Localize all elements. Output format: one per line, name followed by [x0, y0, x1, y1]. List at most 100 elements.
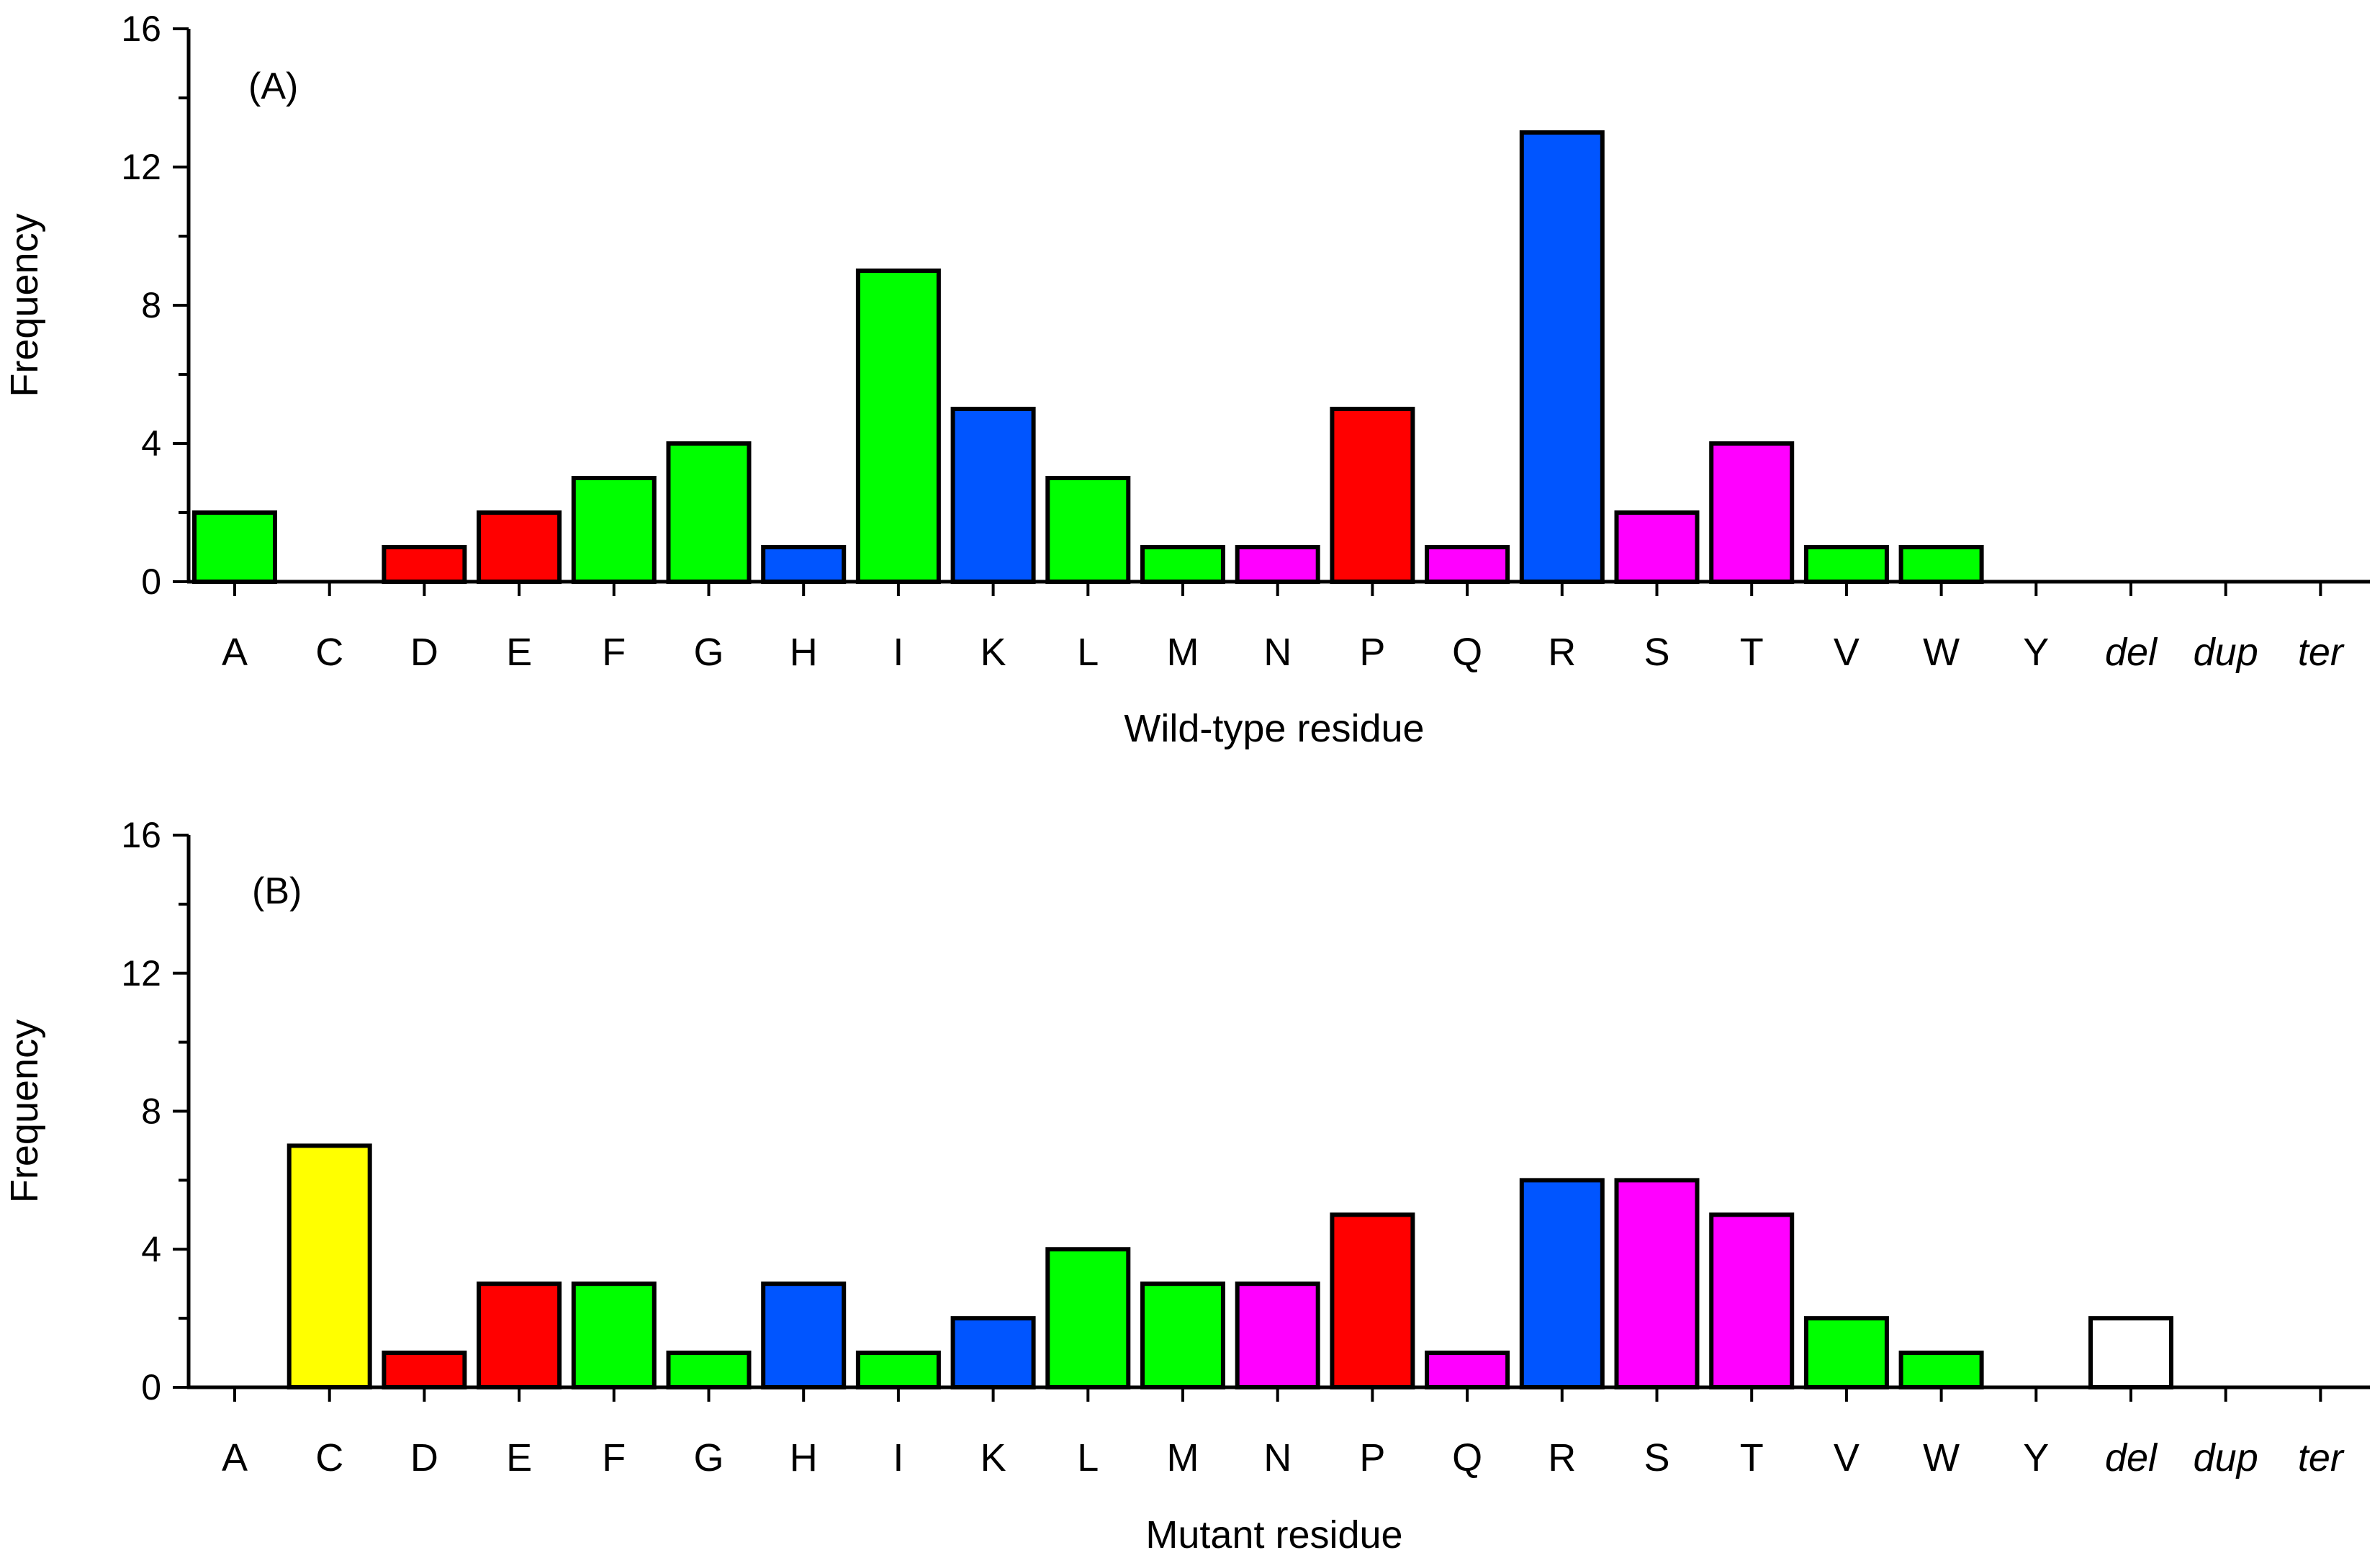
category-label-P: P — [1359, 1436, 1385, 1479]
category-label-S: S — [1644, 1436, 1669, 1479]
bar-N — [1235, 1281, 1320, 1389]
category-label-W: W — [1923, 1436, 1960, 1479]
bar-M — [1140, 1281, 1225, 1389]
bar-Q — [1425, 545, 1510, 584]
bar-V — [1803, 1316, 1889, 1389]
bar-E — [477, 1281, 562, 1389]
category-label-Q: Q — [1452, 631, 1482, 674]
category-label-T: T — [1740, 631, 1764, 674]
y-tick-label: 12 — [121, 147, 161, 187]
category-label-H: H — [790, 1436, 818, 1479]
category-label-H: H — [790, 631, 818, 674]
bar-Q — [1425, 1351, 1510, 1389]
bar-S — [1614, 1178, 1700, 1389]
category-label-T: T — [1740, 1436, 1764, 1479]
panel-label: (B) — [252, 870, 302, 912]
category-label-Q: Q — [1452, 1436, 1482, 1479]
category-label-dup: dup — [2194, 1436, 2258, 1479]
category-label-C: C — [315, 1436, 343, 1479]
y-tick-label: 16 — [121, 815, 161, 855]
bar-G — [666, 441, 752, 584]
bar-G — [666, 1351, 752, 1389]
bar-I — [855, 1351, 941, 1389]
bar-N — [1235, 545, 1320, 584]
y-tick-label: 0 — [141, 562, 161, 602]
category-label-N: N — [1263, 1436, 1292, 1479]
y-axis-title: Frequency — [3, 213, 46, 397]
bar-P — [1330, 407, 1415, 584]
category-label-K: K — [981, 631, 1006, 674]
x-axis-title: Wild-type residue — [1124, 707, 1424, 750]
bar-E — [477, 510, 562, 584]
bar-K — [950, 1316, 1036, 1389]
category-label-D: D — [410, 631, 438, 674]
category-label-I: I — [893, 1436, 903, 1479]
category-label-N: N — [1263, 631, 1292, 674]
category-label-I: I — [893, 631, 903, 674]
bar-T — [1709, 441, 1795, 584]
y-tick-label: 8 — [141, 1091, 161, 1132]
bar-L — [1045, 1247, 1131, 1389]
y-tick-label: 4 — [141, 1229, 161, 1269]
category-label-M: M — [1167, 1436, 1199, 1479]
category-label-A: A — [222, 631, 248, 674]
category-label-V: V — [1834, 631, 1860, 674]
bar-F — [571, 1281, 657, 1389]
bar-H — [761, 1281, 847, 1389]
category-label-L: L — [1077, 1436, 1099, 1479]
bar-R — [1519, 1178, 1605, 1389]
category-label-E: E — [506, 1436, 532, 1479]
bar-V — [1803, 545, 1889, 584]
category-label-R: R — [1548, 631, 1576, 674]
bar-I — [855, 269, 941, 584]
y-tick-label: 0 — [141, 1367, 161, 1407]
bar-F — [571, 476, 657, 584]
bar-K — [950, 407, 1036, 584]
panel-label: (A) — [248, 66, 298, 107]
bar-R — [1519, 130, 1605, 584]
bar-T — [1709, 1212, 1795, 1389]
bar-P — [1330, 1212, 1415, 1389]
category-label-del: del — [2105, 1436, 2158, 1479]
category-label-G: G — [693, 1436, 724, 1479]
x-axis-title: Mutant residue — [1145, 1513, 1402, 1556]
y-tick-label: 4 — [141, 423, 161, 464]
category-label-D: D — [410, 1436, 438, 1479]
category-label-M: M — [1167, 631, 1199, 674]
bar-M — [1140, 545, 1225, 584]
category-label-K: K — [981, 1436, 1006, 1479]
y-axis-title: Frequency — [3, 1019, 46, 1203]
category-label-E: E — [506, 631, 532, 674]
y-tick-label: 16 — [121, 9, 161, 49]
category-label-L: L — [1077, 631, 1099, 674]
category-label-V: V — [1834, 1436, 1860, 1479]
category-label-R: R — [1548, 1436, 1576, 1479]
category-label-F: F — [602, 631, 626, 674]
category-label-Y: Y — [2023, 631, 2049, 674]
category-label-P: P — [1359, 631, 1385, 674]
y-tick-label: 12 — [121, 953, 161, 993]
bar-C — [287, 1143, 372, 1389]
category-label-W: W — [1923, 631, 1960, 674]
category-label-ter: ter — [2298, 631, 2345, 674]
y-tick-label: 8 — [141, 285, 161, 325]
bar-W — [1898, 1351, 1984, 1389]
category-label-F: F — [602, 1436, 626, 1479]
bar-D — [382, 1351, 467, 1389]
category-label-Y: Y — [2023, 1436, 2049, 1479]
category-label-S: S — [1644, 631, 1669, 674]
category-label-G: G — [693, 631, 724, 674]
category-label-dup: dup — [2194, 631, 2258, 674]
bar-H — [761, 545, 847, 584]
bar-D — [382, 545, 467, 584]
bar-S — [1614, 510, 1700, 584]
bar-W — [1898, 545, 1984, 584]
category-label-ter: ter — [2298, 1436, 2345, 1479]
bar-del — [2088, 1316, 2173, 1389]
bar-A — [192, 510, 277, 584]
category-label-A: A — [222, 1436, 248, 1479]
bar-L — [1045, 476, 1131, 584]
category-label-C: C — [315, 631, 343, 674]
